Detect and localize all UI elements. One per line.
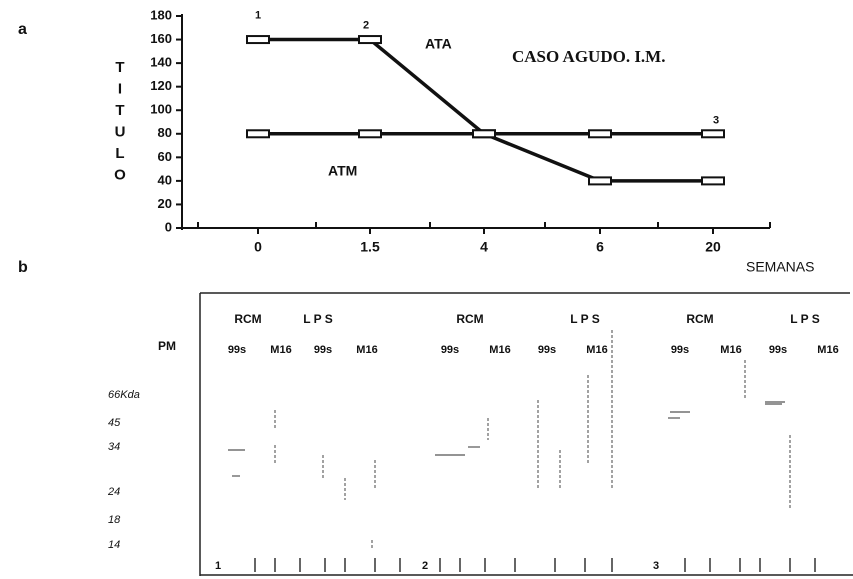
lane-label: 99s <box>769 344 787 356</box>
y-tick-label: 180 <box>150 7 172 22</box>
y-tick-label: 80 <box>158 125 172 140</box>
y-axis-label-letter: O <box>114 166 126 183</box>
chart-title: CASO AGUDO. I.M. <box>512 47 665 66</box>
group-label: L P S <box>303 312 333 326</box>
y-tick-label: 60 <box>158 149 172 164</box>
marker-label: 34 <box>108 441 120 453</box>
lane-label: M16 <box>356 344 377 356</box>
lane-label: 99s <box>228 344 246 356</box>
x-tick-label: 1.5 <box>360 239 380 255</box>
series-label: ATM <box>328 163 357 179</box>
point-marker <box>246 129 270 139</box>
point-marker <box>358 35 382 45</box>
y-axis-label-letter: T <box>115 59 124 76</box>
x-tick-label: 6 <box>596 239 604 255</box>
lane-label: M16 <box>489 344 510 356</box>
group-label: RCM <box>456 312 483 326</box>
lane-label: M16 <box>270 344 291 356</box>
point-marker <box>472 129 496 139</box>
lane-label: 99s <box>671 344 689 356</box>
y-tick-label: 0 <box>165 219 172 234</box>
x-tick-label: 4 <box>480 239 488 255</box>
point-label: 3 <box>713 115 719 127</box>
group-label: RCM <box>686 312 713 326</box>
point-label: 2 <box>363 19 369 31</box>
point-marker <box>358 129 382 139</box>
x-tick-label: 0 <box>254 239 262 255</box>
x-axis-label: SEMANAS <box>746 259 814 275</box>
axes <box>181 14 770 230</box>
lane-number: 2 <box>422 560 428 572</box>
y-axis-label-letter: L <box>115 145 124 162</box>
y-tick-label: 160 <box>150 31 172 46</box>
lane-number: 1 <box>215 560 221 572</box>
group-label: L P S <box>790 312 820 326</box>
point-marker <box>701 176 725 186</box>
point-marker <box>588 176 612 186</box>
blot-frame <box>199 292 853 576</box>
y-tick-label: 120 <box>150 78 172 93</box>
marker-label: 24 <box>107 486 120 498</box>
y-tick-label: 20 <box>158 196 172 211</box>
panel-label: b <box>18 259 28 276</box>
lane-label: M16 <box>817 344 838 356</box>
lane-label: 99s <box>314 344 332 356</box>
series-label: ATA <box>425 36 452 52</box>
y-tick-label: 140 <box>150 55 172 70</box>
point-label: 1 <box>255 9 261 21</box>
lane-label: M16 <box>720 344 741 356</box>
point-marker <box>246 35 270 45</box>
group-label: RCM <box>234 312 261 326</box>
marker-label: 45 <box>108 417 121 429</box>
y-axis-label-letter: T <box>115 102 124 119</box>
lane-label: M16 <box>586 344 607 356</box>
y-axis-label-letter: U <box>115 123 126 140</box>
lane-label: 99s <box>538 344 556 356</box>
point-marker <box>701 129 725 139</box>
group-label: L P S <box>570 312 600 326</box>
x-tick-label: 20 <box>705 239 721 255</box>
point-marker <box>588 129 612 139</box>
marker-label: 66Kda <box>108 389 140 401</box>
y-tick-label: 40 <box>158 172 172 187</box>
marker-label: 14 <box>108 539 120 551</box>
panel-label: a <box>18 21 27 38</box>
lane-number: 3 <box>653 560 659 572</box>
y-tick-label: 100 <box>150 102 172 117</box>
marker-label: 18 <box>108 514 121 526</box>
y-axis-label-letter: I <box>118 80 122 97</box>
lane-label: 99s <box>441 344 459 356</box>
marker-title: PM <box>158 339 176 353</box>
